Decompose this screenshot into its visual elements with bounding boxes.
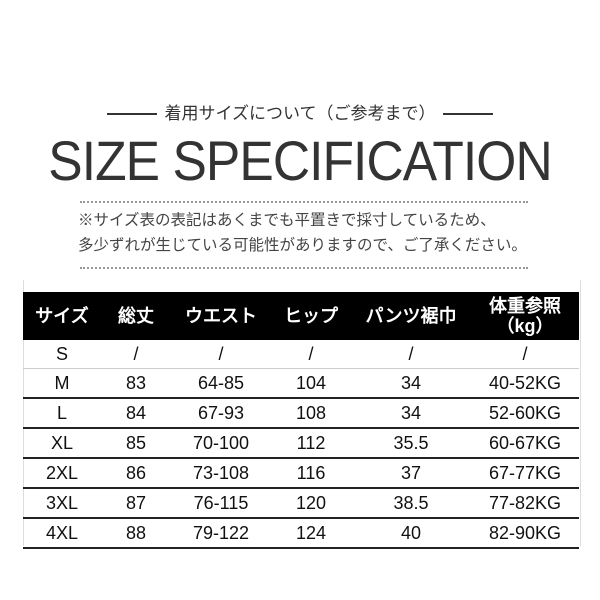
cell-hem-width: 34 — [400, 402, 422, 423]
left-rule — [106, 113, 157, 115]
subtitle-row: 着用サイズについて（ご参考まで） — [0, 102, 600, 126]
cell-length: 87 — [125, 492, 147, 513]
header-hem-width: パンツ裾巾 — [365, 306, 457, 326]
cell-hip: 108 — [295, 402, 327, 423]
table-header: サイズ 総丈 ウエスト ヒップ パンツ裾巾 体重参照 （kg） — [23, 292, 579, 340]
cell-weight: 40-52KG — [488, 372, 562, 393]
cell-length: 85 — [125, 432, 147, 453]
dotted-divider-top — [80, 201, 528, 203]
table-row: M 83 64-85 104 34 40-52KG — [23, 369, 579, 398]
cell-waist: 70-100 — [192, 432, 250, 453]
cell-hem-width: 40 — [400, 522, 422, 543]
cell-size: 3XL — [45, 492, 79, 513]
cell-length: 86 — [125, 462, 147, 483]
table-row: 2XL 86 73-108 116 37 67-77KG — [23, 458, 579, 488]
cell-size: S — [55, 343, 68, 364]
cell-hem-width: 38.5 — [393, 492, 429, 513]
header-weight-unit: （kg） — [496, 316, 554, 336]
cell-hip: 104 — [295, 372, 327, 393]
cell-weight: / — [522, 343, 528, 364]
header-hip: ヒップ — [284, 306, 338, 326]
cell-hem-width: 37 — [400, 462, 422, 483]
cell-weight: 60-67KG — [488, 432, 562, 453]
cell-size: 4XL — [45, 522, 79, 543]
header-size: サイズ — [35, 306, 89, 326]
note-line-1: ※サイズ表の表記はあくまでも平置きで採寸しているため、 — [78, 211, 496, 229]
subtitle: 着用サイズについて（ご参考まで） — [164, 104, 436, 124]
cell-length: 88 — [125, 522, 147, 543]
cell-length: 83 — [125, 372, 147, 393]
cell-waist: / — [218, 343, 224, 364]
cell-weight: 77-82KG — [488, 492, 562, 513]
page-title: SIZE SPECIFICATION — [48, 129, 552, 192]
table-row: L 84 67-93 108 34 52-60KG — [23, 398, 579, 428]
table-row: XL 85 70-100 112 35.5 60-67KG — [23, 428, 579, 458]
dotted-divider-bottom — [80, 267, 528, 269]
cell-hip: 120 — [295, 492, 327, 513]
cell-waist: 64-85 — [197, 372, 245, 393]
cell-hip: / — [308, 343, 314, 364]
cell-length: 84 — [125, 402, 147, 423]
header-weight: 体重参照 （kg） — [471, 292, 579, 340]
size-notes: ※サイズ表の表記はあくまでも平置きで採寸しているため、 多少ずれが生じている可能… — [78, 208, 527, 258]
cell-hem-width: 35.5 — [393, 432, 429, 453]
header-length: 総丈 — [118, 306, 154, 326]
right-rule — [443, 113, 494, 115]
cell-hip: 124 — [295, 522, 327, 543]
cell-length: / — [133, 343, 139, 364]
cell-weight: 67-77KG — [488, 462, 562, 483]
cell-waist: 79-122 — [192, 522, 250, 543]
table-row: 3XL 87 76-115 120 38.5 77-82KG — [23, 488, 579, 518]
table-frame — [23, 280, 581, 546]
header-waist: ウエスト — [185, 306, 257, 326]
cell-hip: 116 — [296, 462, 326, 483]
cell-weight: 52-60KG — [488, 402, 562, 423]
cell-size: M — [54, 372, 70, 393]
cell-size: L — [56, 402, 67, 423]
cell-hem-width: 34 — [400, 372, 422, 393]
cell-weight: 82-90KG — [488, 522, 562, 543]
cell-waist: 67-93 — [197, 402, 245, 423]
cell-hip: 112 — [296, 432, 326, 453]
table-row: 4XL 88 79-122 124 40 82-90KG — [23, 518, 579, 548]
size-table: サイズ 総丈 ウエスト ヒップ パンツ裾巾 体重参照 （kg） S / / / / / M 83… — [23, 292, 579, 549]
cell-size: XL — [50, 432, 74, 453]
header-weight-label: 体重参照 — [489, 296, 561, 316]
table-row: S / / / / / — [23, 340, 579, 369]
cell-waist: 73-108 — [192, 462, 250, 483]
cell-size: 2XL — [45, 462, 79, 483]
cell-waist: 76-115 — [193, 492, 249, 513]
note-line-2: 多少ずれが生じている可能性がありますので、ご了承ください。 — [78, 236, 527, 254]
cell-hem-width: / — [408, 343, 414, 364]
